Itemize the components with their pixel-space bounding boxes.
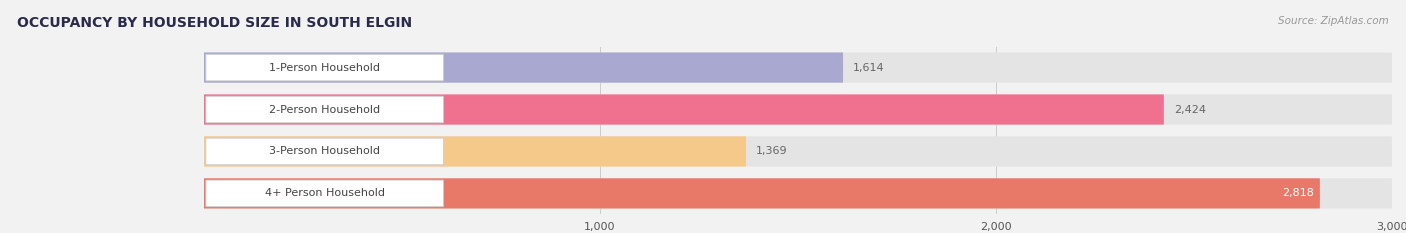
- Text: 3-Person Household: 3-Person Household: [269, 147, 380, 156]
- Text: 2-Person Household: 2-Person Household: [269, 105, 380, 114]
- FancyBboxPatch shape: [204, 136, 747, 167]
- Text: OCCUPANCY BY HOUSEHOLD SIZE IN SOUTH ELGIN: OCCUPANCY BY HOUSEHOLD SIZE IN SOUTH ELG…: [17, 16, 412, 30]
- Text: 1-Person Household: 1-Person Household: [269, 63, 380, 72]
- Text: 2,424: 2,424: [1174, 105, 1206, 114]
- FancyBboxPatch shape: [204, 178, 1392, 209]
- FancyBboxPatch shape: [204, 94, 1392, 125]
- Text: 1,614: 1,614: [853, 63, 884, 72]
- Text: 4+ Person Household: 4+ Person Household: [264, 188, 385, 198]
- Text: 1,369: 1,369: [756, 147, 787, 156]
- FancyBboxPatch shape: [204, 52, 844, 83]
- Text: Source: ZipAtlas.com: Source: ZipAtlas.com: [1278, 16, 1389, 26]
- FancyBboxPatch shape: [205, 138, 443, 165]
- FancyBboxPatch shape: [205, 180, 443, 207]
- FancyBboxPatch shape: [204, 136, 1392, 167]
- FancyBboxPatch shape: [204, 94, 1164, 125]
- FancyBboxPatch shape: [205, 54, 443, 81]
- FancyBboxPatch shape: [204, 52, 1392, 83]
- FancyBboxPatch shape: [204, 178, 1320, 209]
- FancyBboxPatch shape: [205, 96, 443, 123]
- Text: 2,818: 2,818: [1282, 188, 1315, 198]
